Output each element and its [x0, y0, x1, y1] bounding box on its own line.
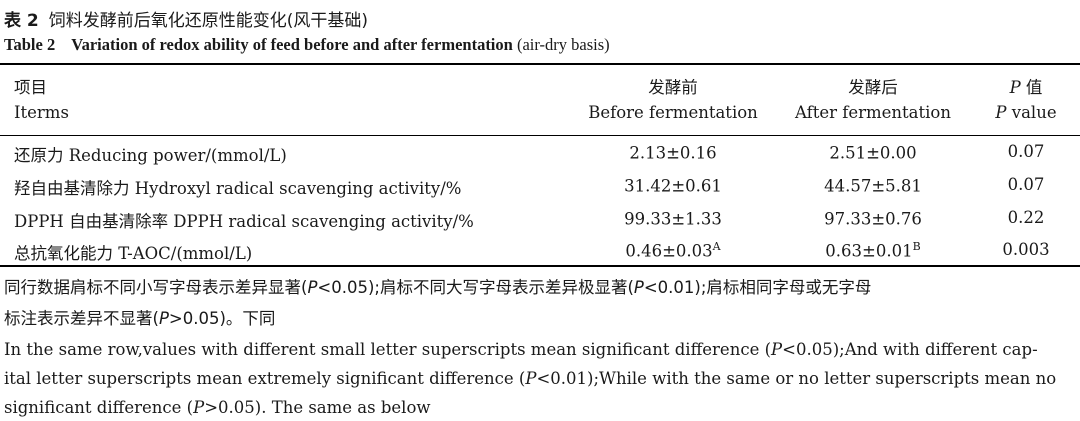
note-text: In the same row,values with different sm…	[4, 340, 772, 359]
note-text: <0.05);And with different cap-	[782, 340, 1038, 359]
row-before-value: 0.46±0.03	[625, 241, 713, 261]
caption-zh-number: 表 2	[4, 11, 39, 31]
note-text: 标注表示差异不显著(	[4, 309, 159, 328]
row-after-sup: B	[912, 240, 921, 253]
note-en-line-3: significant difference (P>0.05). The sam…	[4, 398, 431, 417]
row-after-value: 44.57±5.81	[824, 176, 922, 196]
row-after: 44.57±5.81	[824, 175, 922, 196]
header-after-en: After fermentation	[795, 103, 951, 122]
header-after-zh: 发酵后	[848, 78, 898, 97]
header-p-en: P value	[995, 103, 1056, 122]
row-after-value: 97.33±0.76	[824, 209, 922, 229]
note-text: <0.01);While with the same or no letter …	[536, 369, 1057, 388]
row-after: 0.63±0.01B	[825, 240, 920, 261]
row-item: 总抗氧化能力 T-AOC/(mmol/L)	[14, 244, 253, 263]
note-text: 同行数据肩标不同小写字母表示差异显著(	[4, 278, 308, 297]
row-p: 0.07	[1007, 175, 1045, 194]
row-before-value: 99.33±1.33	[624, 209, 722, 229]
header-p-zh: P 值	[1010, 74, 1043, 98]
note-en-line-2: ital letter superscripts mean extremely …	[4, 369, 1056, 388]
note-text: significant difference (	[4, 398, 194, 417]
note-p: P	[525, 369, 537, 388]
row-after: 2.51±0.00	[829, 142, 916, 163]
row-item: DPPH 自由基清除率 DPPH radical scavenging acti…	[14, 212, 474, 231]
note-text: ital letter superscripts mean extremely …	[4, 369, 526, 388]
row-after: 97.33±0.76	[824, 208, 922, 229]
table-header-rule	[0, 135, 1080, 136]
note-text: <0.05);肩标不同大写字母表示差异极显著(	[317, 278, 634, 297]
row-before-sup: A	[712, 240, 721, 253]
row-before: 99.33±1.33	[624, 208, 722, 229]
note-zh-line-2: 标注表示差异不显著(P>0.05)。下同	[4, 305, 275, 329]
table-bottom-rule	[0, 265, 1080, 267]
row-p: 0.003	[1002, 240, 1050, 259]
row-p: 0.22	[1007, 208, 1045, 227]
caption-en-basis: (air-dry basis)	[516, 35, 610, 54]
caption-en-title: Variation of redox ability of feed befor…	[71, 35, 513, 54]
header-p-en-text: value	[1006, 103, 1057, 122]
note-p: P	[193, 398, 205, 417]
row-before-value: 2.13±0.16	[629, 143, 717, 163]
row-before-value: 31.42±0.61	[624, 176, 722, 196]
header-before-en: Before fermentation	[588, 103, 758, 122]
caption-en-number: Table 2	[4, 35, 56, 54]
header-p-letter-en: P	[995, 103, 1007, 122]
header-items-en: Iterms	[14, 103, 69, 122]
caption-zh-title: 饲料发酵前后氧化还原性能变化(风干基础)	[48, 11, 369, 31]
note-text: <0.01);肩标相同字母或无字母	[643, 278, 872, 297]
note-p: P	[307, 278, 318, 297]
row-after-value: 2.51±0.00	[829, 143, 917, 163]
row-after-value: 0.63±0.01	[825, 241, 913, 261]
note-p: P	[158, 309, 169, 328]
caption-zh: 表 2 饲料发酵前后氧化还原性能变化(风干基础)	[4, 6, 368, 31]
row-before: 31.42±0.61	[624, 175, 722, 196]
note-zh-line-1: 同行数据肩标不同小写字母表示差异显著(P<0.05);肩标不同大写字母表示差异极…	[4, 274, 871, 298]
header-p-zh-text: 值	[1020, 78, 1043, 97]
header-items-zh: 项目	[14, 78, 47, 97]
note-text: >0.05)。下同	[168, 309, 276, 328]
row-before: 0.46±0.03A	[625, 240, 720, 261]
table-top-rule	[0, 63, 1080, 65]
note-text: >0.05). The same as below	[204, 398, 431, 417]
note-p: P	[633, 278, 644, 297]
header-p-letter: P	[1009, 78, 1021, 97]
note-p: P	[771, 340, 783, 359]
row-item: 还原力 Reducing power/(mmol/L)	[14, 146, 287, 165]
caption-en: Table 2 Variation of redox ability of fee…	[4, 35, 610, 55]
row-p: 0.07	[1007, 142, 1045, 161]
row-item: 羟自由基清除力 Hydroxyl radical scavenging acti…	[14, 179, 462, 198]
note-en-line-1: In the same row,values with different sm…	[4, 340, 1038, 359]
header-before-zh: 发酵前	[648, 78, 698, 97]
row-before: 2.13±0.16	[629, 142, 716, 163]
